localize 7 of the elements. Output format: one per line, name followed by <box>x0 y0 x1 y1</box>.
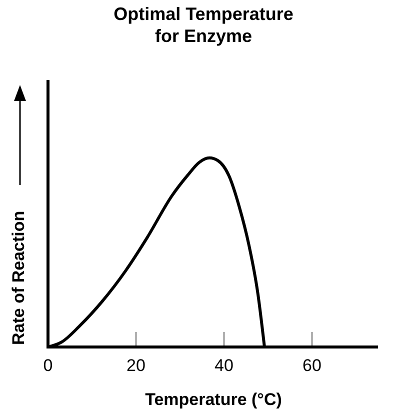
x-tick-label: 60 <box>302 356 322 375</box>
x-axis-title: Temperature (°C) <box>145 390 282 409</box>
x-tick-label: 40 <box>214 356 234 375</box>
chart-title: Optimal Temperature for Enzyme <box>114 4 294 46</box>
x-tick-label: 20 <box>126 356 146 375</box>
y-axis-title: Rate of Reaction <box>9 210 28 345</box>
x-tick-label: 0 <box>43 356 53 375</box>
